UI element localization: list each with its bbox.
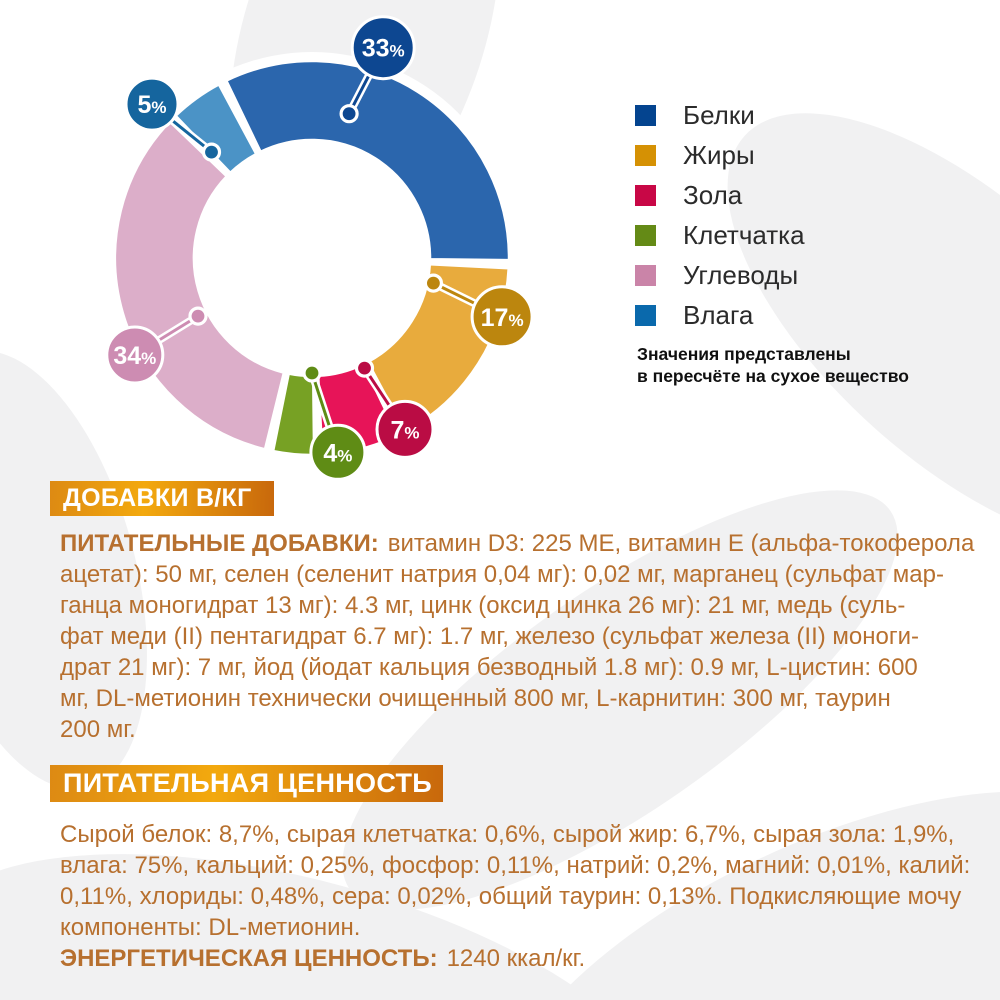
additives-first-line-text: витамин D3: 225 МЕ, витамин Е (альфа-ток…	[387, 530, 975, 557]
chart-note-line-0: Значения представлены	[637, 344, 851, 364]
percent-bubble-4: 34%	[105, 325, 165, 385]
additives-body-line-2: фат меди (II) пентагидрат 6.7 мг): 1.7 м…	[60, 623, 919, 650]
percent-bubble-circle-2	[375, 399, 435, 459]
bg-petal-center	[342, 490, 898, 910]
additives-body-line-4: мг, DL-метионин технически очищенный 800…	[60, 685, 891, 712]
legend-item-4: Углеводы	[635, 255, 805, 295]
bg-petal-bottom-right	[501, 791, 1000, 1000]
donut-segment-5	[173, 82, 258, 175]
percent-bubble-circle-3	[309, 423, 367, 481]
percent-bubble-value-4: 34%	[113, 342, 156, 370]
legend-swatch-icon-1	[635, 144, 656, 166]
additives-body-line-5: 200 мг.	[60, 716, 136, 743]
legend-label-0: Белки	[683, 99, 755, 130]
donut-segment-0	[224, 59, 511, 262]
percent-bubble-value-3: 4%	[323, 439, 352, 467]
chart-note-line-1: в пересчёте на сухое вещество	[637, 365, 909, 386]
energy-value: 1240 ккал/кг.	[446, 945, 586, 972]
percent-bubble-circle-4	[105, 325, 165, 385]
section-header-additives-label: ДОБАВКИ В/КГ	[63, 484, 252, 512]
percent-bubble-1: 17%	[470, 285, 534, 349]
energy-line: ЭНЕРГЕТИЧЕСКАЯ ЦЕННОСТЬ: 1240 ккал/кг.	[60, 943, 1000, 974]
additives-body-line-0: ацетат): 50 мг, селен (селенит натрия 0,…	[60, 561, 944, 588]
bg-petal-right	[727, 113, 1000, 547]
callout-dot-2	[354, 358, 375, 378]
legend-swatch-icon-5	[635, 304, 656, 326]
nutrition-body-line-3: компоненты: DL-метионин.	[60, 914, 361, 941]
donut-chart: 33% 17% 7% 4% 34% 5%	[105, 15, 534, 481]
section-header-nutrition: ПИТАТЕЛЬНАЯ ЦЕННОСТЬ	[50, 765, 443, 802]
legend-label-5: Влага	[683, 299, 754, 330]
nutrition-body-line-2: 0,11%, хлориды: 0,48%, сера: 0,02%, общи…	[60, 883, 962, 910]
additives-bold-label: ПИТАТЕЛЬНЫЕ ДОБАВКИ:	[60, 530, 379, 557]
callout-dot-0	[339, 104, 359, 124]
nutrition-body-line-1: влага: 75%, кальций: 0,25%, фосфор: 0,11…	[60, 852, 971, 879]
percent-bubble-circle-5	[124, 76, 180, 132]
percent-bubble-value-0: 33%	[362, 35, 405, 63]
callout-dot-4	[188, 306, 208, 326]
legend-label-1: Жиры	[683, 139, 755, 170]
legend-swatch-icon-2	[635, 184, 656, 206]
additives-first-line: ПИТАТЕЛЬНЫЕ ДОБАВКИ: витамин D3: 225 МЕ, …	[60, 528, 1000, 559]
callout-dot-3	[302, 363, 322, 383]
nutrition-body-line-0: Сырой белок: 8,7%, сырая клетчатка: 0,6%…	[60, 821, 955, 848]
legend-swatch-icon-3	[635, 224, 656, 246]
legend-swatch-icon-4	[635, 264, 656, 286]
additives-body: ацетат): 50 мг, селен (селенит натрия 0,…	[60, 559, 1000, 745]
legend-item-0: Белки	[635, 95, 805, 135]
percent-bubble-value-5: 5%	[137, 91, 166, 119]
additives-body-line-1: ганца моногидрат 13 мг): 4.3 мг, цинк (о…	[60, 592, 906, 619]
chart-note: Значения представлены в пересчёте на сухо…	[637, 344, 909, 387]
nutrition-body: Сырой белок: 8,7%, сырая клетчатка: 0,6%…	[60, 819, 1000, 943]
legend-item-1: Жиры	[635, 135, 805, 175]
percent-bubble-circle-1	[470, 285, 534, 349]
additives-text: ПИТАТЕЛЬНЫЕ ДОБАВКИ: витамин D3: 225 МЕ, …	[60, 528, 1000, 745]
percent-bubble-value-2: 7%	[390, 416, 419, 444]
percent-bubble-3: 4%	[309, 423, 367, 481]
percent-bubble-5: 5%	[124, 76, 180, 132]
chart-legend: Белки Жиры Зола Клетчатка Углеводы Влага	[635, 95, 805, 335]
legend-label-2: Зола	[683, 179, 743, 210]
callout-dot-1	[423, 273, 443, 293]
energy-bold-label: ЭНЕРГЕТИЧЕСКАЯ ЦЕННОСТЬ:	[60, 945, 438, 972]
section-header-nutrition-label: ПИТАТЕЛЬНАЯ ЦЕННОСТЬ	[63, 768, 432, 798]
percent-bubble-circle-0	[350, 15, 416, 81]
percent-bubble-value-1: 17%	[481, 304, 524, 332]
legend-swatch-icon-0	[635, 104, 656, 126]
additives-body-line-3: драт 21 мг): 7 мг, йод (йодат кальция бе…	[60, 654, 918, 681]
nutrition-text: Сырой белок: 8,7%, сырая клетчатка: 0,6%…	[60, 819, 1000, 974]
percent-bubble-2: 7%	[375, 399, 435, 459]
legend-label-3: Клетчатка	[683, 219, 805, 250]
callout-dot-5	[201, 142, 222, 162]
bg-petal-bottom-left	[0, 854, 674, 1000]
section-header-additives: ДОБАВКИ В/КГ	[50, 481, 274, 516]
legend-label-4: Углеводы	[683, 259, 799, 290]
percent-bubble-0: 33%	[350, 15, 416, 81]
bg-petal-left	[0, 350, 147, 790]
legend-item-5: Влага	[635, 295, 805, 335]
legend-item-2: Зола	[635, 175, 805, 215]
legend-item-3: Клетчатка	[635, 215, 805, 255]
